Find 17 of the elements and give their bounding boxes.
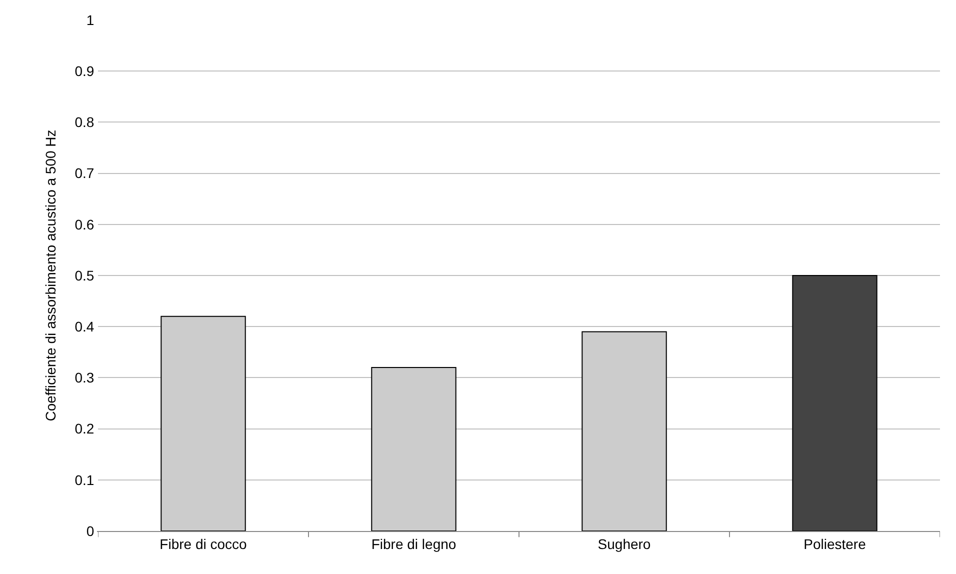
bar bbox=[792, 275, 878, 531]
x-tick-label: Fibre di legno bbox=[371, 536, 456, 552]
y-tick-label: 0.6 bbox=[74, 216, 94, 232]
y-tick-label: 1 bbox=[86, 12, 94, 28]
y-tick-label: 0.9 bbox=[74, 63, 94, 79]
y-tick-label: 0.8 bbox=[74, 114, 94, 130]
y-axis-title: Coefficiente di assorbimento acustico a 500 Hz bbox=[42, 130, 58, 422]
x-tick-label: Poliestere bbox=[804, 536, 866, 552]
y-tick-label: 0.5 bbox=[74, 267, 94, 284]
y-tick-label: 0.4 bbox=[74, 318, 94, 334]
y-tick-label: 0 bbox=[86, 522, 94, 539]
y-tick-label: 0.1 bbox=[74, 472, 94, 488]
x-tick-label: Fibre di cocco bbox=[160, 536, 248, 552]
y-tick-label: 0.3 bbox=[74, 370, 94, 386]
y-tick-label: 0.7 bbox=[74, 165, 94, 182]
y-tick-label: 0.2 bbox=[74, 420, 94, 437]
x-tick-label: Sughero bbox=[598, 536, 651, 552]
